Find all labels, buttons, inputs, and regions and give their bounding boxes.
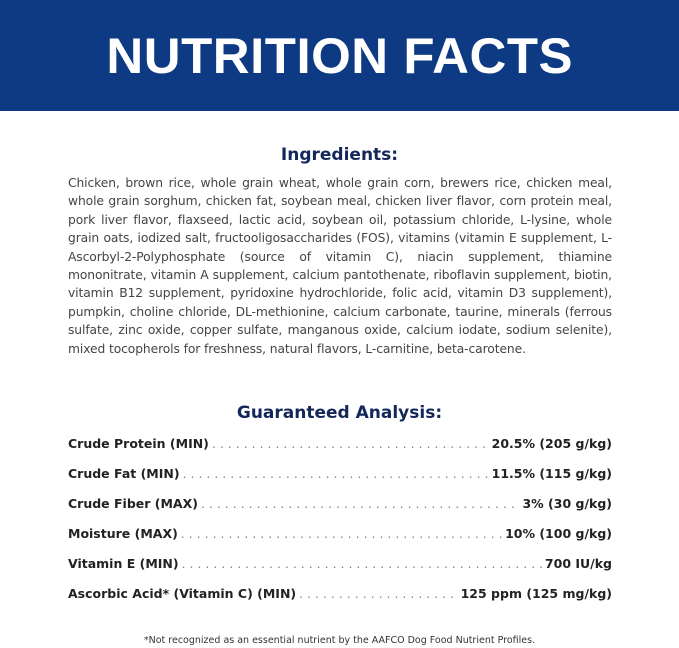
row-value: 10% (100 g/kg)	[505, 526, 612, 541]
row-label: Ascorbic Acid* (Vitamin C) (MIN)	[68, 586, 297, 601]
row-value: 3% (30 g/kg)	[522, 496, 612, 511]
page-title: NUTRITION FACTS	[106, 27, 573, 84]
row-label: Moisture (MAX)	[68, 526, 178, 541]
ingredients-title: Ingredients:	[280, 145, 399, 165]
analysis-row: Moisture (MAX) 10% (100 g/kg)	[68, 526, 612, 556]
ingredients-text: Chicken, brown rice, whole grain wheat, …	[68, 176, 612, 356]
analysis-row: Crude Fat (MIN) 11.5% (115 g/kg)	[68, 466, 612, 496]
dot-leader	[181, 526, 502, 541]
row-value: 20.5% (205 g/kg)	[491, 436, 612, 451]
analysis-table: Crude Protein (MIN) 20.5% (205 g/kg) Crud…	[68, 436, 612, 616]
row-value: 125 ppm (125 mg/kg)	[460, 586, 612, 601]
dot-leader	[182, 556, 542, 571]
dot-leader	[212, 436, 489, 451]
row-value: 700 IU/kg	[544, 556, 612, 571]
header-banner: NUTRITION FACTS	[0, 0, 679, 111]
dot-leader	[183, 466, 489, 481]
dot-leader	[299, 586, 457, 601]
row-label: Vitamin E (MIN)	[68, 556, 179, 571]
dot-leader	[201, 496, 520, 511]
analysis-row: Ascorbic Acid* (Vitamin C) (MIN) 125 ppm …	[68, 586, 612, 616]
footnote: *Not recognized as an essential nutrient…	[143, 635, 536, 646]
analysis-title: Guaranteed Analysis:	[236, 403, 443, 423]
row-label: Crude Protein (MIN)	[68, 436, 209, 451]
row-label: Crude Fiber (MAX)	[68, 496, 198, 511]
row-value: 11.5% (115 g/kg)	[491, 466, 612, 481]
analysis-row: Vitamin E (MIN) 700 IU/kg	[68, 556, 612, 586]
analysis-row: Crude Protein (MIN) 20.5% (205 g/kg)	[68, 436, 612, 466]
row-label: Crude Fat (MIN)	[68, 466, 180, 481]
analysis-row: Crude Fiber (MAX) 3% (30 g/kg)	[68, 496, 612, 526]
